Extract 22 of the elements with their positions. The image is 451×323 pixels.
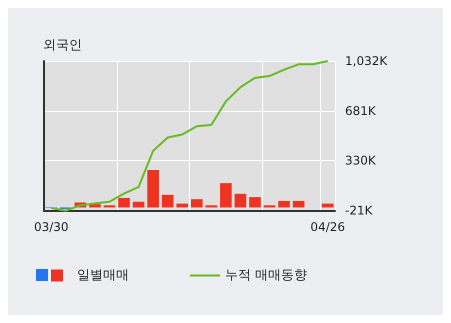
bar [132, 202, 144, 208]
bar [278, 200, 290, 208]
legend-label: 누적 매매동향 [225, 268, 308, 283]
x-tick-label: 04/26 [310, 220, 346, 234]
y-tick-label: 1,032K [345, 54, 388, 68]
y-tick-label: 330K [345, 154, 377, 168]
bar [234, 194, 246, 208]
y-tick-label: 681K [345, 104, 377, 118]
bar [249, 197, 261, 208]
line-series [50, 60, 329, 212]
y-tick-label: -21K [345, 203, 374, 218]
bar [220, 183, 232, 208]
bar [292, 200, 304, 208]
legend-label: 일별매매 [77, 268, 129, 283]
bar [190, 199, 203, 208]
bar [118, 198, 130, 208]
bar [147, 170, 159, 208]
bar [162, 194, 174, 208]
bar [322, 204, 334, 208]
bar [176, 204, 188, 208]
x-tick-label: 03/30 [34, 220, 69, 234]
chart-title: 외국인 [43, 38, 82, 53]
